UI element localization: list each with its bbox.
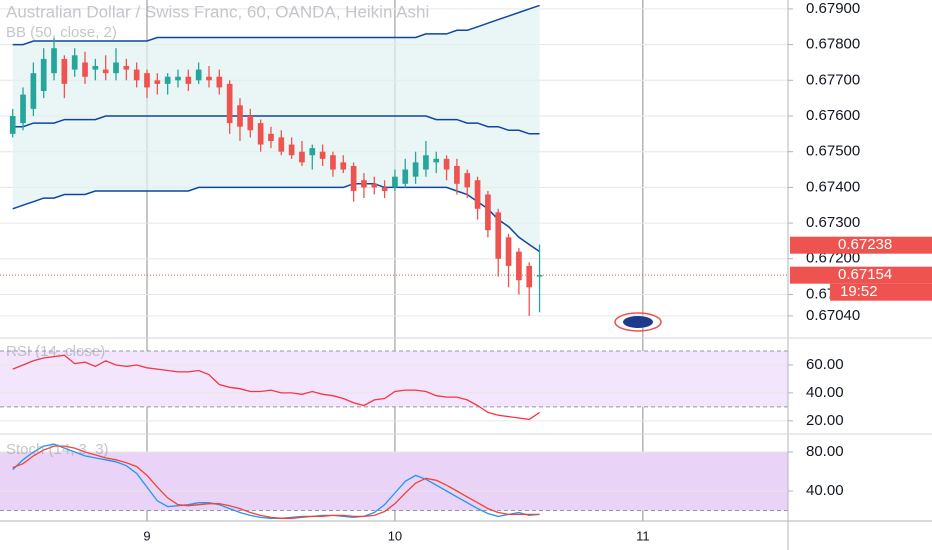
- y-tick-label: 20.00: [806, 412, 844, 429]
- band-fill: [0, 452, 788, 511]
- candle-body: [206, 76, 212, 81]
- indicator-title: Stoch (14, 3, 3): [6, 441, 109, 458]
- x-tick-label: 9: [143, 528, 150, 543]
- candle-body: [237, 105, 243, 127]
- x-tick-label: 10: [388, 528, 402, 543]
- candle-body: [257, 123, 264, 145]
- candle-body: [226, 83, 233, 124]
- candle-body: [40, 58, 47, 92]
- candle-body: [247, 115, 254, 131]
- flag-icon: [623, 316, 653, 328]
- y-tick-label: 0.67300: [806, 214, 860, 231]
- band-upper: [12, 4, 540, 46]
- candle-body: [454, 165, 460, 184]
- y-tick-label: 80.00: [806, 443, 844, 460]
- price-label: 0.67154: [838, 266, 892, 283]
- candle-body: [102, 69, 109, 74]
- candle-body: [123, 66, 130, 70]
- candle-body: [350, 165, 357, 191]
- y-tick-label: 0.67040: [806, 307, 860, 324]
- candle-body: [92, 66, 99, 70]
- band-fill: [0, 350, 788, 407]
- candle-body: [423, 155, 429, 170]
- indicator-line: [12, 445, 540, 519]
- candle-body: [381, 187, 388, 191]
- band-lower: [12, 183, 541, 253]
- x-tick-label: 11: [636, 528, 650, 543]
- y-tick-label: 0.67800: [806, 36, 860, 53]
- y-tick-label: 0.67600: [806, 107, 860, 124]
- candle-body: [464, 173, 471, 188]
- event-ring: [614, 312, 662, 332]
- candle-body: [433, 158, 440, 163]
- y-tick-label: 40.00: [806, 384, 844, 401]
- y-tick-label: 40.00: [806, 482, 844, 499]
- candle-body: [361, 180, 367, 188]
- event-flag[interactable]: [614, 312, 662, 332]
- candle-body: [71, 55, 78, 70]
- price-label: 0.67238: [838, 236, 892, 253]
- candle-body: [402, 169, 409, 184]
- candle-body: [185, 76, 192, 84]
- y-tick-label: 0.67500: [806, 143, 860, 160]
- candle-body: [319, 151, 326, 159]
- countdown-box: [830, 283, 932, 301]
- candle-body: [371, 183, 378, 188]
- candle-body: [299, 151, 305, 163]
- candle-body: [113, 62, 119, 74]
- y-tick-label: 60.00: [806, 356, 844, 373]
- price-label-box: [790, 266, 932, 284]
- candle-body: [9, 115, 16, 134]
- candle-body: [61, 58, 68, 84]
- candle-body: [485, 194, 491, 231]
- candle-body: [392, 176, 398, 188]
- indicator-title: BB (50, close, 2): [6, 24, 117, 41]
- candle-body: [216, 76, 223, 88]
- y-tick-label: 0.67900: [806, 0, 860, 17]
- candle-body: [516, 251, 522, 281]
- candle-body: [288, 144, 295, 156]
- y-tick-label: 0.67700: [806, 71, 860, 88]
- candle-body: [268, 133, 274, 141]
- y-tick-label: 0.67400: [806, 178, 860, 195]
- candle-body: [340, 162, 347, 170]
- candle-body: [443, 158, 450, 170]
- band-basis: [12, 115, 540, 135]
- candle-body: [330, 155, 336, 170]
- candle-body: [51, 48, 57, 74]
- candle-body: [82, 62, 88, 77]
- candle-body: [133, 69, 140, 81]
- candle-body: [474, 180, 481, 209]
- price-label-box: [790, 236, 932, 254]
- candle-body: [536, 275, 543, 277]
- candle-body: [195, 69, 202, 81]
- candle-body: [495, 212, 502, 259]
- candle-body: [164, 76, 171, 84]
- candle-body: [154, 80, 161, 84]
- candle-body: [20, 94, 26, 124]
- candle-body: [309, 148, 316, 156]
- band-fill: [12, 5, 540, 252]
- indicator-line: [12, 354, 540, 421]
- indicator-title: RSI (14, close): [6, 343, 105, 360]
- candle-body: [278, 137, 285, 152]
- candle-body: [412, 162, 419, 177]
- candle-body: [144, 73, 150, 88]
- candle-body: [30, 73, 37, 109]
- y-tick-label: 0.67200: [806, 250, 860, 267]
- candle-body: [505, 237, 512, 266]
- chart-title: Australian Dollar / Swiss Franc, 60, OAN…: [6, 2, 429, 21]
- candle-body: [175, 76, 181, 81]
- countdown: 19:52: [840, 283, 878, 300]
- candle-body: [526, 265, 533, 288]
